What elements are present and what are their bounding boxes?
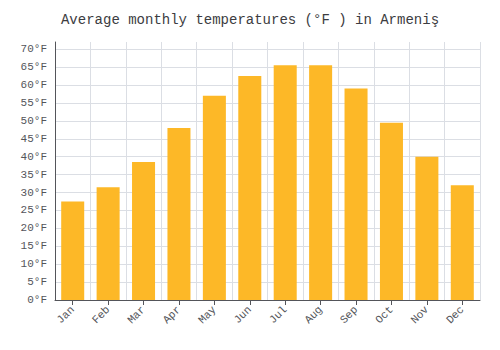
- svg-text:Dec: Dec: [444, 304, 466, 326]
- svg-text:May: May: [196, 303, 219, 326]
- svg-text:Mar: Mar: [125, 304, 147, 326]
- svg-text:55°F: 55°F: [21, 97, 47, 109]
- svg-text:30°F: 30°F: [21, 187, 47, 199]
- svg-text:5°F: 5°F: [27, 276, 47, 288]
- svg-text:Jul: Jul: [267, 304, 289, 326]
- svg-text:0°F: 0°F: [27, 294, 47, 306]
- svg-text:Aug: Aug: [302, 304, 324, 326]
- svg-text:45°F: 45°F: [21, 133, 47, 145]
- svg-text:40°F: 40°F: [21, 151, 47, 163]
- svg-text:10°F: 10°F: [21, 258, 47, 270]
- svg-text:35°F: 35°F: [21, 169, 47, 181]
- svg-text:25°F: 25°F: [21, 204, 47, 216]
- svg-text:Jan: Jan: [54, 304, 76, 326]
- svg-text:Apr: Apr: [161, 304, 183, 326]
- svg-text:Nov: Nov: [409, 303, 432, 326]
- svg-text:20°F: 20°F: [21, 222, 47, 234]
- svg-text:Sep: Sep: [338, 304, 360, 326]
- svg-text:60°F: 60°F: [21, 79, 47, 91]
- svg-text:50°F: 50°F: [21, 115, 47, 127]
- svg-text:15°F: 15°F: [21, 240, 47, 252]
- svg-text:70°F: 70°F: [21, 43, 47, 55]
- svg-text:65°F: 65°F: [21, 61, 47, 73]
- svg-text:Oct: Oct: [373, 304, 395, 326]
- svg-text:Feb: Feb: [90, 304, 112, 326]
- svg-text:Average monthly temperatures (: Average monthly temperatures (°F ) in Ar…: [61, 12, 439, 28]
- svg-text:Jun: Jun: [232, 304, 254, 326]
